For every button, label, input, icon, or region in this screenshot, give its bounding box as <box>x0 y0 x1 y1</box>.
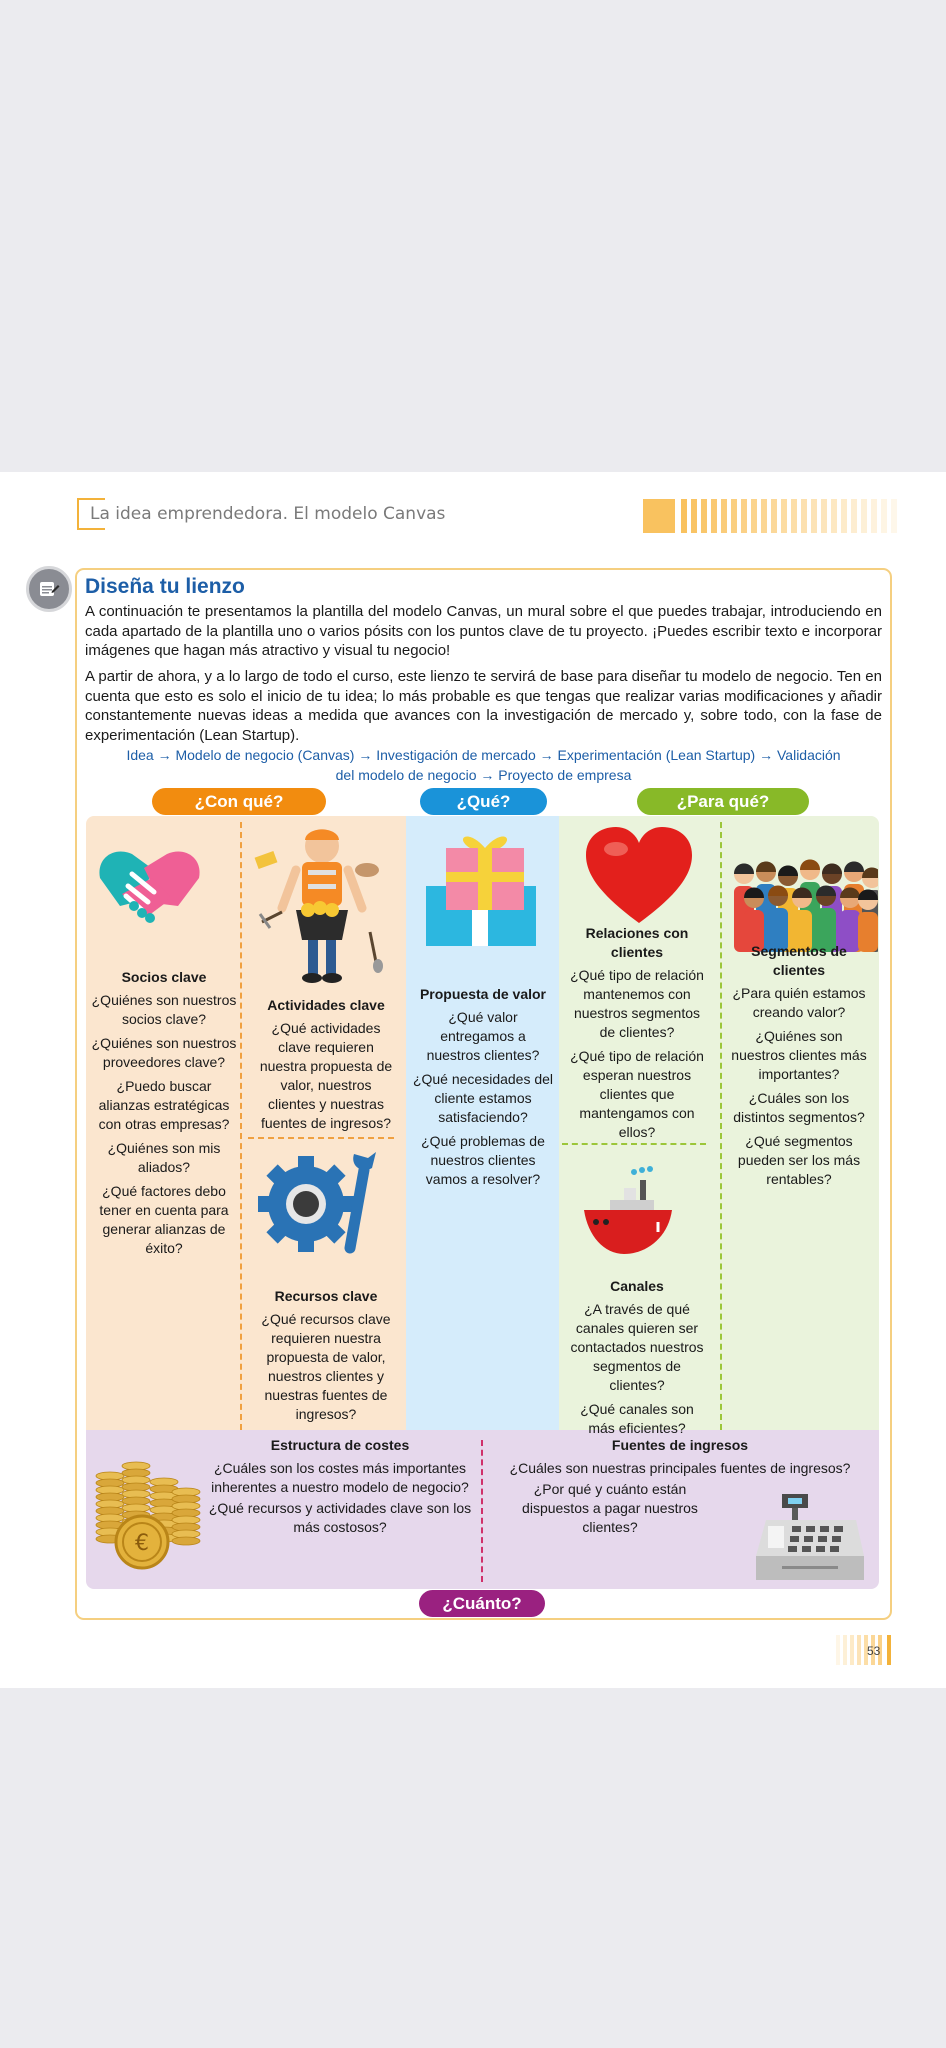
con-que-column <box>86 816 406 1434</box>
question: ¿Qué problemas de nuestros clientes vamo… <box>421 1133 545 1187</box>
actividades-recursos-divider <box>248 1137 394 1139</box>
question: ¿Por qué y cuánto están dispuestos a pag… <box>522 1481 698 1535</box>
footer-bar <box>887 1635 891 1665</box>
que-label: ¿Qué? <box>420 788 547 815</box>
activity-icon <box>26 566 72 612</box>
canales-block: Canales ¿A través de qué canales quieren… <box>567 1277 707 1443</box>
gear-wrench-icon <box>258 1152 376 1254</box>
relaciones-clientes-title: Relaciones con clientes <box>585 925 689 960</box>
question: ¿Qué factores debo tener en cuenta para … <box>99 1183 229 1256</box>
question: ¿Cuáles son los distintos segmentos? <box>733 1090 865 1125</box>
question: ¿Qué necesidades del cliente estamos sat… <box>412 1071 554 1125</box>
fuentes-ingresos-block: Fuentes de ingresos ¿Cuáles son nuestras… <box>500 1436 860 1542</box>
intro-paragraph-2: A partir de ahora, y a lo largo de todo … <box>85 668 882 744</box>
process-flow: Idea → Modelo de negocio (Canvas) → Inve… <box>85 746 882 785</box>
question: ¿Quiénes son nuestros clientes más impor… <box>731 1028 867 1082</box>
segmentos-clientes-block: Segmentos de clientes ¿Para quién estamo… <box>728 942 870 1194</box>
footer-stripes-decoration <box>836 1635 890 1665</box>
propuesta-valor-block: Propuesta de valor ¿Qué valor entregamos… <box>412 985 554 1194</box>
estructura-costes-title: Estructura de costes <box>270 1437 410 1453</box>
actividades-clave-block: Actividades clave ¿Qué actividades clave… <box>256 996 396 1138</box>
segmentos-clientes-title: Segmentos de clientes <box>751 943 847 978</box>
handshake-icon <box>99 851 200 923</box>
question: ¿Quiénes son nuestros socios clave? <box>91 992 237 1027</box>
header-stripes-decoration <box>643 499 897 533</box>
question: ¿Qué tipo de relación mantenemos con nue… <box>570 967 704 1040</box>
recursos-clave-block: Recursos clave ¿Qué recursos clave requi… <box>256 1287 396 1429</box>
question: ¿Para quién estamos creando valor? <box>732 985 866 1020</box>
propuesta-valor-title: Propuesta de valor <box>419 986 547 1002</box>
con-que-label: ¿Con qué? <box>152 788 326 815</box>
question: ¿Qué recursos clave requieren nuestra pr… <box>261 1311 391 1422</box>
svg-text:€: € <box>135 1531 149 1556</box>
notepad-pencil-icon <box>40 582 60 596</box>
canales-title: Canales <box>610 1278 664 1294</box>
gift-boxes-icon <box>426 836 536 946</box>
ship-icon <box>584 1166 672 1254</box>
question: ¿Qué segmentos pueden ser los más rentab… <box>737 1133 861 1187</box>
miner-worker-icon <box>254 829 383 983</box>
relaciones-canales-divider <box>562 1143 706 1145</box>
running-header-title: La idea emprendedora. El modelo Canvas <box>90 504 446 524</box>
intro-paragraph-1: A continuación te presentamos la plantil… <box>85 603 882 659</box>
activity-frame <box>75 568 892 1620</box>
header-bracket <box>77 498 105 530</box>
question: ¿Quiénes son nuestros proveedores clave? <box>91 1035 237 1070</box>
socios-actividades-divider <box>240 822 242 1430</box>
relaciones-clientes-block: Relaciones con clientes ¿Qué tipo de rel… <box>567 924 707 1147</box>
costes-ingresos-divider <box>481 1440 483 1582</box>
book-page: La idea emprendedora. El modelo Canvas D… <box>0 472 946 1688</box>
question: ¿Qué valor entregamos a nuestros cliente… <box>426 1009 540 1063</box>
question: ¿Qué tipo de relación esperan nuestros c… <box>570 1048 704 1140</box>
actividades-clave-title: Actividades clave <box>267 997 385 1013</box>
cuanto-label: ¿Cuánto? <box>419 1590 545 1617</box>
question: ¿Cuáles son nuestras principales fuentes… <box>509 1460 851 1476</box>
relaciones-segmentos-divider <box>720 822 722 1430</box>
gold-coins-icon: € <box>95 1461 201 1570</box>
question: ¿Cuáles son los costes más importantes i… <box>211 1460 469 1495</box>
heart-icon <box>586 827 692 923</box>
question: ¿Puedo buscar alianzas estratégicas con … <box>98 1078 230 1132</box>
process-flow-line-1: Idea → Modelo de negocio (Canvas) → Inve… <box>126 747 841 763</box>
recursos-clave-title: Recursos clave <box>274 1288 378 1304</box>
question: ¿Qué actividades clave requieren nuestra… <box>259 1020 393 1131</box>
socios-clave-title: Socios clave <box>121 969 207 985</box>
socios-clave-block: Socios clave ¿Quiénes son nuestros socio… <box>90 968 238 1263</box>
question: ¿Quiénes son mis aliados? <box>107 1140 221 1175</box>
cash-register-icon <box>756 1494 864 1580</box>
crowd-of-people-icon <box>734 859 878 952</box>
page-number: 53 <box>867 1644 881 1658</box>
fuentes-ingresos-title: Fuentes de ingresos <box>611 1437 749 1453</box>
question: ¿Qué canales son más eficientes? <box>580 1401 694 1436</box>
question: ¿Qué recursos y actividades clave son lo… <box>208 1500 472 1535</box>
section-title: Diseña tu lienzo <box>85 575 245 598</box>
question: ¿A través de qué canales quieren ser con… <box>570 1301 704 1393</box>
process-flow-line-2: del modelo de negocio → Proyecto de empr… <box>335 766 632 783</box>
estructura-costes-block: Estructura de costes ¿Cuáles son los cos… <box>206 1436 474 1542</box>
para-que-label: ¿Para qué? <box>637 788 809 815</box>
